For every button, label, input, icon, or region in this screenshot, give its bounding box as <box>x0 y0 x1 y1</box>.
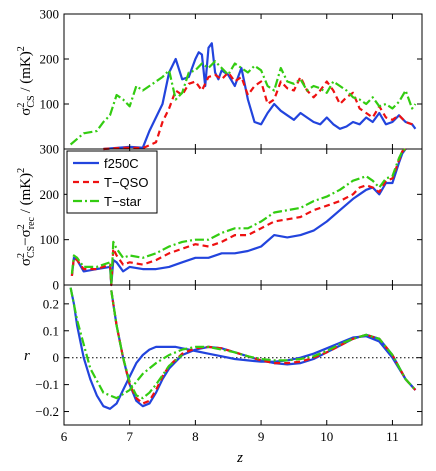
panel-bottom-xticks: 6 7 8 9 10 11 <box>61 285 399 444</box>
panel-middle-yticks: 0 100 200 300 <box>40 142 422 293</box>
panel-middle: 0 100 200 300 σ2CS−σ2rec / (mK)2 f250C T−QS… <box>16 142 423 293</box>
panel-top-xticks <box>63 14 393 149</box>
ytick-label: 0 <box>53 278 60 293</box>
series-line-bottom-t-star-branch2 <box>110 290 183 400</box>
legend-box <box>66 150 158 214</box>
ytick-label: 200 <box>40 52 60 67</box>
ytick-label: 200 <box>40 187 60 202</box>
legend-label-t-qso: T−QSO <box>104 175 148 190</box>
panel-middle-ylabel: σ2CS−σ2rec / (mK)2 <box>16 168 37 266</box>
panel-bottom-yticks: −0.2 −0.1 0 0.1 0.2 <box>35 296 422 419</box>
legend: f250C T−QSO T−star <box>66 150 158 214</box>
series-line-top-t-star <box>69 60 417 146</box>
ytick-label: 100 <box>40 232 60 247</box>
ytick-label: 300 <box>40 142 60 157</box>
series-line-bottom-t-star <box>69 287 417 400</box>
legend-label-t-star: T−star <box>104 194 142 209</box>
panel-top-ylabel: σ2CS / (mK)2 <box>16 46 37 116</box>
panel-bottom-ylabel: r <box>24 348 30 364</box>
ytick-label: 0.2 <box>43 296 59 311</box>
ytick-label: 0.1 <box>43 323 59 338</box>
xtick-label: 11 <box>386 429 399 444</box>
ytick-label: 0 <box>53 350 60 365</box>
series-line-middle-t-star <box>70 148 407 287</box>
panel-bottom: −0.2 −0.1 0 0.1 0.2 6 7 8 9 10 11 r z <box>24 284 423 466</box>
ytick-label: 100 <box>40 97 60 112</box>
xtick-label: 9 <box>258 429 265 444</box>
xtick-label: 7 <box>126 429 133 444</box>
xtick-label: 6 <box>61 429 68 444</box>
ytick-label: 300 <box>40 7 60 22</box>
panel-bottom-frame <box>63 284 423 426</box>
ytick-label: −0.1 <box>35 377 59 392</box>
legend-label-f250c: f250C <box>104 156 139 171</box>
series-line-top-f250c <box>103 42 417 151</box>
series-line-bottom-t-qso <box>110 290 417 405</box>
panel-top-yticks: 100 200 300 <box>40 7 422 112</box>
series-line-top-t-qso <box>103 71 417 151</box>
ytick-label: −0.2 <box>35 404 59 419</box>
xtick-label: 8 <box>192 429 199 444</box>
xtick-label: 10 <box>320 429 333 444</box>
x-axis-label: z <box>236 450 243 466</box>
panel-top-series <box>69 42 417 151</box>
panel-bottom-series <box>69 287 417 410</box>
panel-top: 100 200 300 σ2CS / (mK)2 <box>16 7 423 151</box>
